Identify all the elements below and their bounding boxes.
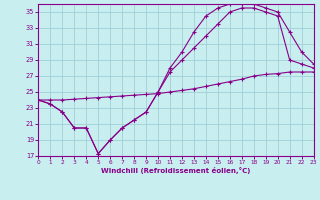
X-axis label: Windchill (Refroidissement éolien,°C): Windchill (Refroidissement éolien,°C): [101, 167, 251, 174]
